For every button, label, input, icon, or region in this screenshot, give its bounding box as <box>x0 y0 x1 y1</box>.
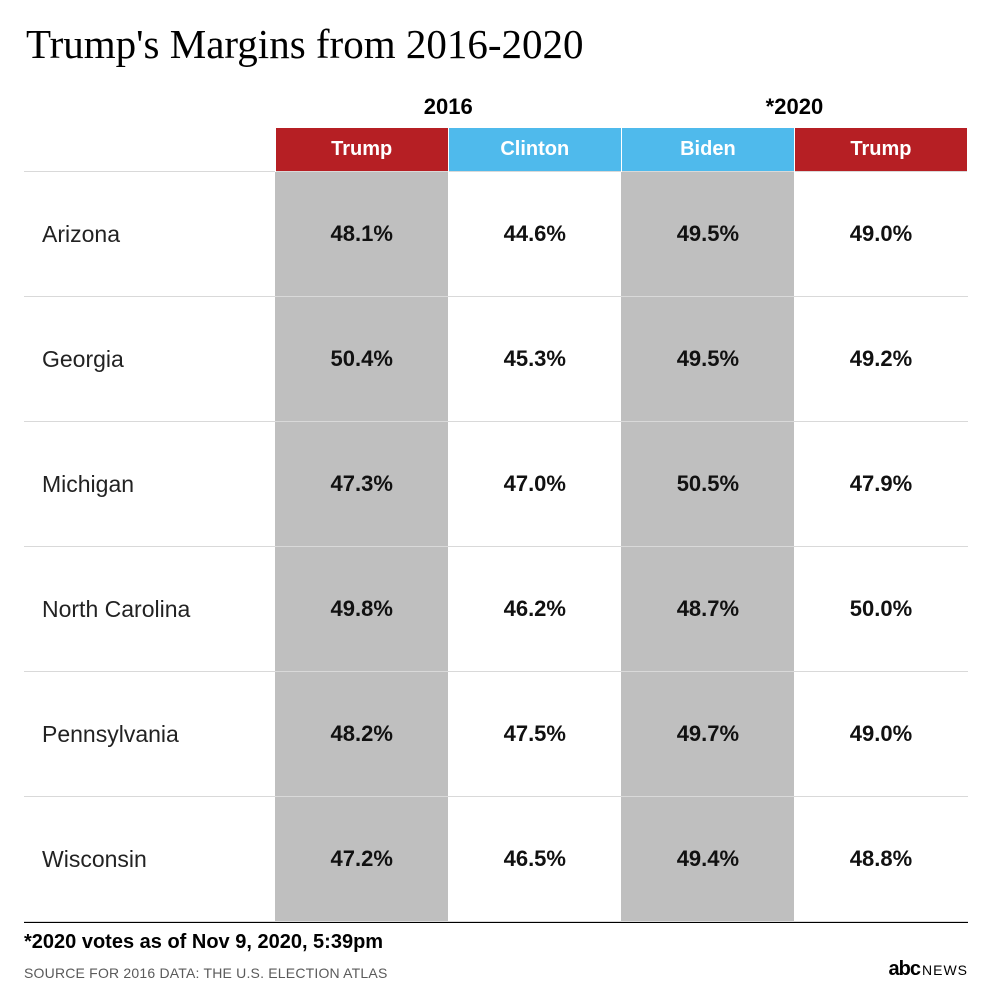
value-cell: 49.7% <box>621 672 794 797</box>
value-cell: 49.0% <box>794 172 967 297</box>
footer: *2020 votes as of Nov 9, 2020, 5:39pm SO… <box>24 922 968 981</box>
state-cell: Arizona <box>24 172 275 297</box>
state-cell: Georgia <box>24 297 275 422</box>
blank-cell <box>24 128 275 172</box>
source-text: SOURCE FOR 2016 DATA: THE U.S. ELECTION … <box>24 965 388 981</box>
state-cell: North Carolina <box>24 547 275 672</box>
chart-title: Trump's Margins from 2016-2020 <box>26 20 968 68</box>
value-cell: 49.0% <box>794 672 967 797</box>
value-cell: 47.5% <box>448 672 621 797</box>
column-header-biden-2: Biden <box>621 128 794 172</box>
value-cell: 48.1% <box>275 172 448 297</box>
logo-news: NEWS <box>922 962 968 978</box>
value-cell: 47.3% <box>275 422 448 547</box>
value-cell: 47.0% <box>448 422 621 547</box>
value-cell: 49.5% <box>621 172 794 297</box>
table-row: Pennsylvania48.2%47.5%49.7%49.0% <box>24 672 968 797</box>
margins-table: 2016 *2020 TrumpClintonBidenTrump Arizon… <box>24 86 968 922</box>
table-row: Michigan47.3%47.0%50.5%47.9% <box>24 422 968 547</box>
table-row: Wisconsin47.2%46.5%49.4%48.8% <box>24 797 968 922</box>
value-cell: 49.5% <box>621 297 794 422</box>
state-cell: Michigan <box>24 422 275 547</box>
column-header-trump-0: Trump <box>275 128 448 172</box>
value-cell: 49.2% <box>794 297 967 422</box>
footnote: *2020 votes as of Nov 9, 2020, 5:39pm <box>24 931 968 954</box>
table-row: Georgia50.4%45.3%49.5%49.2% <box>24 297 968 422</box>
value-cell: 47.2% <box>275 797 448 922</box>
state-cell: Wisconsin <box>24 797 275 922</box>
value-cell: 44.6% <box>448 172 621 297</box>
table-body: Arizona48.1%44.6%49.5%49.0%Georgia50.4%4… <box>24 172 968 922</box>
blank-corner <box>24 86 275 128</box>
value-cell: 49.8% <box>275 547 448 672</box>
candidate-header-row: TrumpClintonBidenTrump <box>24 128 968 172</box>
value-cell: 48.8% <box>794 797 967 922</box>
abc-news-logo: abc NEWS <box>889 958 968 981</box>
value-cell: 45.3% <box>448 297 621 422</box>
value-cell: 47.9% <box>794 422 967 547</box>
value-cell: 50.5% <box>621 422 794 547</box>
value-cell: 48.7% <box>621 547 794 672</box>
value-cell: 48.2% <box>275 672 448 797</box>
value-cell: 49.4% <box>621 797 794 922</box>
value-cell: 50.4% <box>275 297 448 422</box>
year-2020-header: *2020 <box>621 86 967 128</box>
year-2016-header: 2016 <box>275 86 621 128</box>
value-cell: 46.5% <box>448 797 621 922</box>
value-cell: 46.2% <box>448 547 621 672</box>
table-row: Arizona48.1%44.6%49.5%49.0% <box>24 172 968 297</box>
table-row: North Carolina49.8%46.2%48.7%50.0% <box>24 547 968 672</box>
column-header-trump-3: Trump <box>794 128 967 172</box>
value-cell: 50.0% <box>794 547 967 672</box>
year-header-row: 2016 *2020 <box>24 86 968 128</box>
state-cell: Pennsylvania <box>24 672 275 797</box>
logo-abc: abc <box>889 958 920 981</box>
column-header-clinton-1: Clinton <box>448 128 621 172</box>
